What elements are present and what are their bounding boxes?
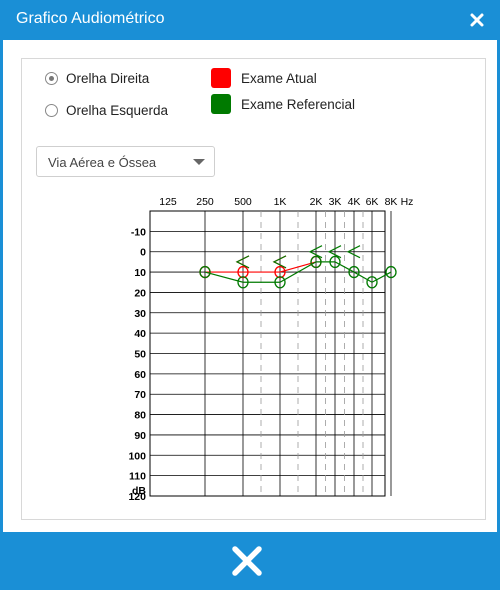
radio-button-unchecked[interactable] (45, 104, 58, 117)
y-tick-label: 10 (134, 267, 146, 279)
air-marker-circle (348, 265, 360, 279)
close-icon[interactable] (230, 544, 264, 578)
y-tick-label: 60 (134, 369, 146, 381)
bone-marker (346, 245, 361, 259)
y-tick-label: 80 (134, 410, 146, 422)
air-marker-circle (199, 265, 211, 279)
x-tick-label: 125 (159, 196, 177, 208)
air-marker-circle (329, 255, 341, 269)
legend-swatch-red (211, 68, 231, 88)
legend-exame-atual: Exame Atual (211, 68, 317, 88)
x-tick-label: 8K (385, 196, 398, 208)
chevron-down-icon (193, 159, 205, 165)
legend-label-exame-atual: Exame Atual (241, 70, 317, 86)
series-line-exame-referencial (204, 261, 392, 283)
x-tick-label: 4K (348, 196, 361, 208)
radio-label-orelha-direita: Orelha Direita (66, 71, 150, 86)
bone-marker (308, 245, 323, 259)
title-bar: Grafico Audiométrico (0, 0, 500, 40)
window-title: Grafico Audiométrico (16, 10, 165, 27)
y-tick-label: 120 (128, 491, 146, 503)
legend-swatch-green (211, 94, 231, 114)
dialog-body: Orelha Direita Orelha Esquerda Exame Atu… (0, 40, 500, 532)
air-marker-circle (237, 276, 249, 289)
y-tick-label: -10 (131, 226, 146, 238)
series-line-exame-atual (205, 261, 317, 273)
air-marker-circle (237, 265, 249, 279)
x-tick-label: 1K (274, 196, 287, 208)
x-tick-label: 250 (196, 196, 214, 208)
x-tick-label: 2K (310, 196, 323, 208)
y-tick-label: 110 (129, 471, 146, 483)
x-tick-label: 3K (329, 196, 342, 208)
close-icon[interactable] (468, 11, 486, 29)
footer-bar (0, 532, 500, 590)
y-tick-label: 30 (134, 308, 146, 320)
air-marker-circle (310, 255, 322, 269)
radio-orelha-esquerda[interactable]: Orelha Esquerda (45, 103, 168, 118)
radio-button-checked[interactable] (45, 72, 58, 85)
air-marker-circle (385, 265, 397, 279)
x-tick-label: 500 (234, 196, 252, 208)
legend-label-exame-referencial: Exame Referencial (241, 96, 356, 112)
y-tick-label: 20 (134, 287, 146, 299)
y-tick-label: 70 (134, 389, 146, 401)
via-select-dropdown[interactable]: Via Aérea e Óssea (36, 146, 215, 177)
audiogram-panel: Orelha Direita Orelha Esquerda Exame Atu… (21, 58, 486, 520)
air-marker-circle (274, 276, 286, 289)
via-select-value: Via Aérea e Óssea (48, 155, 157, 170)
y-unit-label: dB (132, 485, 146, 497)
radio-label-orelha-esquerda: Orelha Esquerda (66, 103, 169, 118)
bone-marker (272, 255, 287, 269)
air-marker-circle (274, 265, 286, 279)
x-tick-label: 6K (366, 196, 379, 208)
air-marker-circle (366, 276, 378, 289)
bone-marker (235, 255, 250, 269)
audiogram-chart: 125 250 500 1K 2K 3K 4K 6K 8K Hz -10 0 10 20 30 40 50 60 7… (128, 196, 414, 503)
y-tick-label: 90 (134, 430, 146, 442)
bone-marker (327, 245, 342, 259)
y-tick-label: 50 (134, 349, 146, 361)
y-tick-label: 0 (140, 247, 146, 259)
legend-exame-referencial: Exame Referencial (211, 94, 355, 114)
radio-orelha-direita[interactable]: Orelha Direita (45, 71, 149, 86)
y-tick-label: 40 (134, 328, 146, 340)
y-tick-label: 100 (128, 450, 146, 462)
x-unit-label: Hz (401, 196, 414, 208)
